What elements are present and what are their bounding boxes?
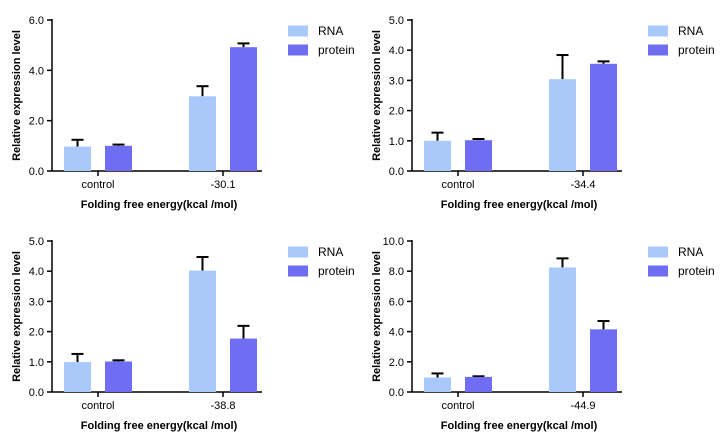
bar-rna [549, 267, 576, 392]
y-tick-label: 2.0 [29, 327, 44, 339]
y-tick-label: 1.0 [389, 136, 404, 148]
chart-panel-1: 0.0 2.0 4.0 6.0 control -30.1 Folding free ene… [0, 0, 360, 221]
chart-panel-3: 0.0 1.0 2.0 3.0 4.0 5.0 control -38.8 Folding fr… [0, 221, 360, 442]
bar-rna [189, 270, 216, 392]
y-tick-label: 1.0 [29, 357, 44, 369]
bar-protein [230, 47, 257, 171]
legend-swatch-protein [288, 265, 308, 277]
bar-protein [590, 329, 617, 392]
legend-swatch-rna [288, 25, 308, 37]
chart-panel-2: 0.0 1.0 2.0 3.0 4.0 5.0 control -34.4 Folding fr… [360, 0, 720, 221]
bar-rna [424, 140, 451, 171]
y-tick-label: 0.0 [389, 166, 404, 178]
bar-rna [64, 362, 91, 392]
y-tick-label: 4.0 [29, 266, 44, 278]
legend-label: protein [678, 43, 715, 57]
legend-label: RNA [678, 24, 703, 38]
legend-swatch-protein [648, 265, 668, 277]
x-tick-label: -38.8 [210, 400, 235, 412]
y-tick-label: 2.0 [29, 116, 44, 128]
y-tick-label: 4.0 [389, 327, 404, 339]
x-tick-label: -30.1 [210, 179, 235, 191]
chart-svg: 0.0 2.0 4.0 6.0 8.0 10.0 control -44.9 Folding f… [371, 236, 715, 432]
x-tick-label: control [81, 400, 114, 412]
legend-label: RNA [678, 245, 703, 259]
y-tick-label: 10.0 [383, 236, 404, 248]
y-tick-label: 4.0 [29, 65, 44, 77]
bar-rna [424, 377, 451, 392]
y-axis-title: Relative expression level [371, 30, 383, 161]
x-tick-label: -34.4 [570, 179, 595, 191]
bar-rna [549, 79, 576, 171]
legend-swatch-rna [288, 246, 308, 258]
y-tick-label: 5.0 [389, 15, 404, 27]
y-tick-label: 8.0 [389, 266, 404, 278]
y-tick-label: 0.0 [29, 387, 44, 399]
y-tick-label: 3.0 [389, 75, 404, 87]
chart-panel-4: 0.0 2.0 4.0 6.0 8.0 10.0 control -44.9 Folding f… [360, 221, 720, 442]
x-axis-title: Folding free energy(kcal /mol) [441, 420, 598, 432]
y-axis-title: Relative expression level [11, 30, 23, 161]
legend-label: protein [678, 264, 715, 278]
x-tick-label: control [441, 400, 474, 412]
legend-swatch-protein [648, 44, 668, 56]
y-tick-label: 5.0 [29, 236, 44, 248]
legend-label: protein [318, 43, 355, 57]
bar-protein [105, 145, 132, 171]
bar-protein [590, 63, 617, 171]
bar-rna [189, 96, 216, 171]
bar-protein [465, 376, 492, 392]
legend-label: RNA [318, 24, 343, 38]
x-axis-title: Folding free energy(kcal /mol) [81, 420, 238, 432]
legend-swatch-rna [648, 246, 668, 258]
y-tick-label: 6.0 [29, 15, 44, 27]
bar-rna [64, 146, 91, 171]
bar-protein [465, 140, 492, 171]
legend-label: protein [318, 264, 355, 278]
x-tick-label: control [441, 179, 474, 191]
y-axis-title: Relative expression level [11, 251, 23, 382]
y-tick-label: 4.0 [389, 45, 404, 57]
y-tick-label: 2.0 [389, 357, 404, 369]
y-tick-label: 3.0 [29, 296, 44, 308]
x-tick-label: control [81, 179, 114, 191]
y-tick-label: 2.0 [389, 106, 404, 118]
chart-svg: 0.0 2.0 4.0 6.0 control -30.1 Folding free ene… [11, 15, 355, 211]
x-axis-title: Folding free energy(kcal /mol) [81, 199, 238, 211]
x-axis-title: Folding free energy(kcal /mol) [441, 199, 598, 211]
x-tick-label: -44.9 [570, 400, 595, 412]
legend-swatch-rna [648, 25, 668, 37]
legend-label: RNA [318, 245, 343, 259]
y-tick-label: 0.0 [389, 387, 404, 399]
y-tick-label: 6.0 [389, 296, 404, 308]
bar-protein [105, 361, 132, 392]
y-tick-label: 0.0 [29, 166, 44, 178]
chart-svg: 0.0 1.0 2.0 3.0 4.0 5.0 control -34.4 Folding fr… [371, 15, 715, 211]
chart-svg: 0.0 1.0 2.0 3.0 4.0 5.0 control -38.8 Folding fr… [11, 236, 355, 432]
legend-swatch-protein [288, 44, 308, 56]
y-axis-title: Relative expression level [371, 251, 383, 382]
bar-protein [230, 338, 257, 392]
